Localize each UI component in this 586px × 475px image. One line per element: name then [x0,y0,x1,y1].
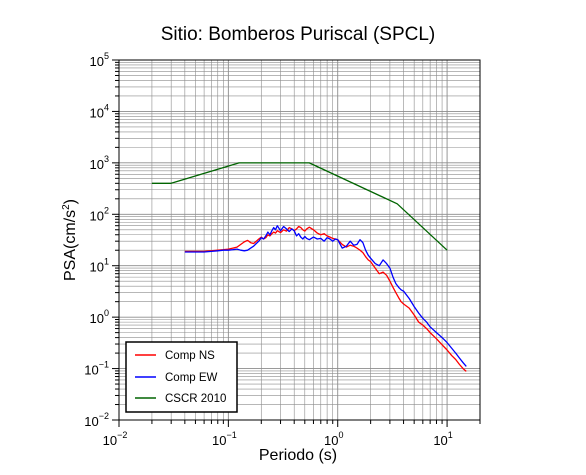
y-tick-label: 10−1 [84,360,109,378]
x-tick-label: 10−1 [212,430,237,448]
y-tick-label: 100 [90,308,109,326]
series-layer [151,162,467,372]
x-axis-label: Periodo (s) [259,447,337,464]
y-tick-label: 104 [90,102,109,120]
chart-title: Sitio: Bomberos Puriscal (SPCL) [161,24,436,45]
series-line-cscr-2010 [151,162,448,251]
y-axis-label: PSA(cm/s2) [61,199,79,281]
x-tick-label: 10−2 [103,430,128,448]
y-axis-label-sup: 2 [61,204,72,210]
axis-ticks: 10−2 10−1 100 101 10−2 10−1 100 101 102 103 104 105 [84,51,481,448]
legend-label-comp-ns: Comp NS [165,350,215,362]
x-tick-label: 100 [324,430,343,448]
y-tick-label: 103 [90,154,109,172]
legend-item-comp-ns: Comp NS [135,350,215,362]
legend-label-comp-ew: Comp EW [165,372,218,384]
legend-item-cscr-2010: CSCR 2010 [135,393,226,405]
legend-label-cscr-2010: CSCR 2010 [165,393,226,405]
y-axis-label-close: ) [62,199,79,204]
y-axis-label-base: PSA(cm/s [62,210,79,281]
y-tick-label: 105 [90,51,109,69]
legend: Comp NS Comp EW CSCR 2010 [125,341,238,413]
y-tick-label: 10−2 [84,411,109,429]
legend-item-comp-ew: Comp EW [135,372,218,384]
series-line-comp-ns [184,225,467,372]
series-line-comp-ew [184,225,467,367]
y-tick-label: 101 [90,257,109,275]
x-tick-label: 101 [433,430,452,448]
y-tick-label: 102 [90,205,109,223]
plot-frame [118,59,481,421]
